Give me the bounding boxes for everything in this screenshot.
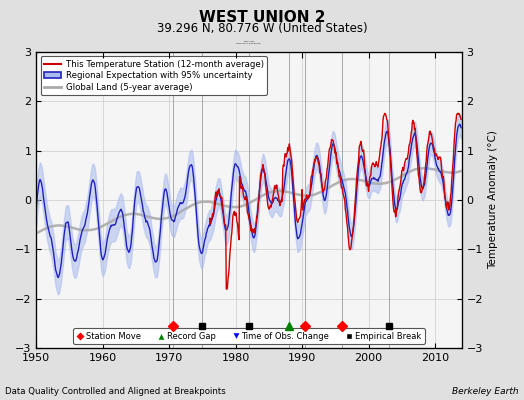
Text: WEST UNION 2: WEST UNION 2 <box>199 10 325 25</box>
Text: 39.296 N, 80.776 W (United States): 39.296 N, 80.776 W (United States) <box>157 22 367 35</box>
Text: Data Quality Controlled and Aligned at Breakpoints: Data Quality Controlled and Aligned at B… <box>5 387 226 396</box>
Y-axis label: Temperature Anomaly (°C): Temperature Anomaly (°C) <box>488 130 498 270</box>
Text: Berkeley Earth: Berkeley Earth <box>452 387 519 396</box>
Title: WEST UNION 2
39.296 N, 80.776 W (United States): WEST UNION 2 39.296 N, 80.776 W (United … <box>236 41 261 44</box>
Legend: Station Move, Record Gap, Time of Obs. Change, Empirical Break: Station Move, Record Gap, Time of Obs. C… <box>73 328 424 344</box>
